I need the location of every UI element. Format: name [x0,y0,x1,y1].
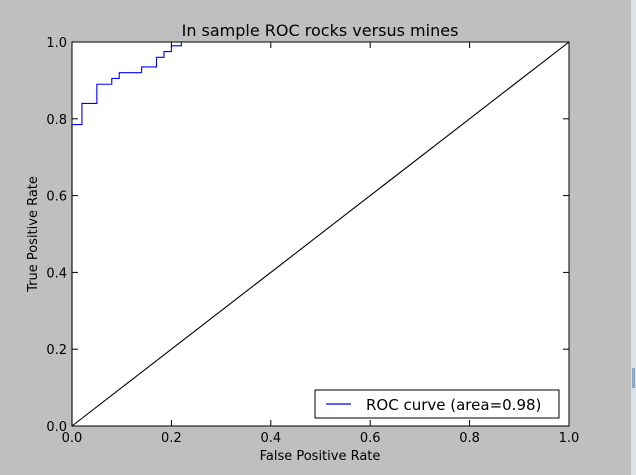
x-tick-label: 0.4 [260,431,281,446]
x-tick-label: 1.0 [559,431,580,446]
x-tick-label: 0.6 [360,431,381,446]
y-axis-label: True Positive Rate [26,176,41,293]
legend-box [314,389,560,419]
y-tick-label: 0.8 [46,113,67,128]
legend-label-roc: ROC curve (area=0.98) [366,396,541,414]
roc-curve-line [71,42,182,426]
legend: ROC curve (area=0.98) [314,389,560,419]
x-axis-label: False Positive Rate [260,449,381,464]
x-tick-label: 0.8 [459,431,480,446]
y-tick-label: 1.0 [46,36,67,51]
chart-title: In sample ROC rocks versus mines [182,21,459,40]
x-tick-label: 0.0 [62,431,83,446]
y-tick-label: 0.2 [46,343,67,358]
y-tick-label: 0.4 [46,266,67,281]
x-tick-label: 0.2 [161,431,182,446]
window-edge-strip [631,0,636,475]
window-edge-mark [632,368,635,388]
y-tick-label: 0.0 [46,420,67,435]
diagonal-reference-line [71,41,570,427]
plot-frame [71,41,570,427]
y-tick-label: 0.6 [46,190,67,205]
